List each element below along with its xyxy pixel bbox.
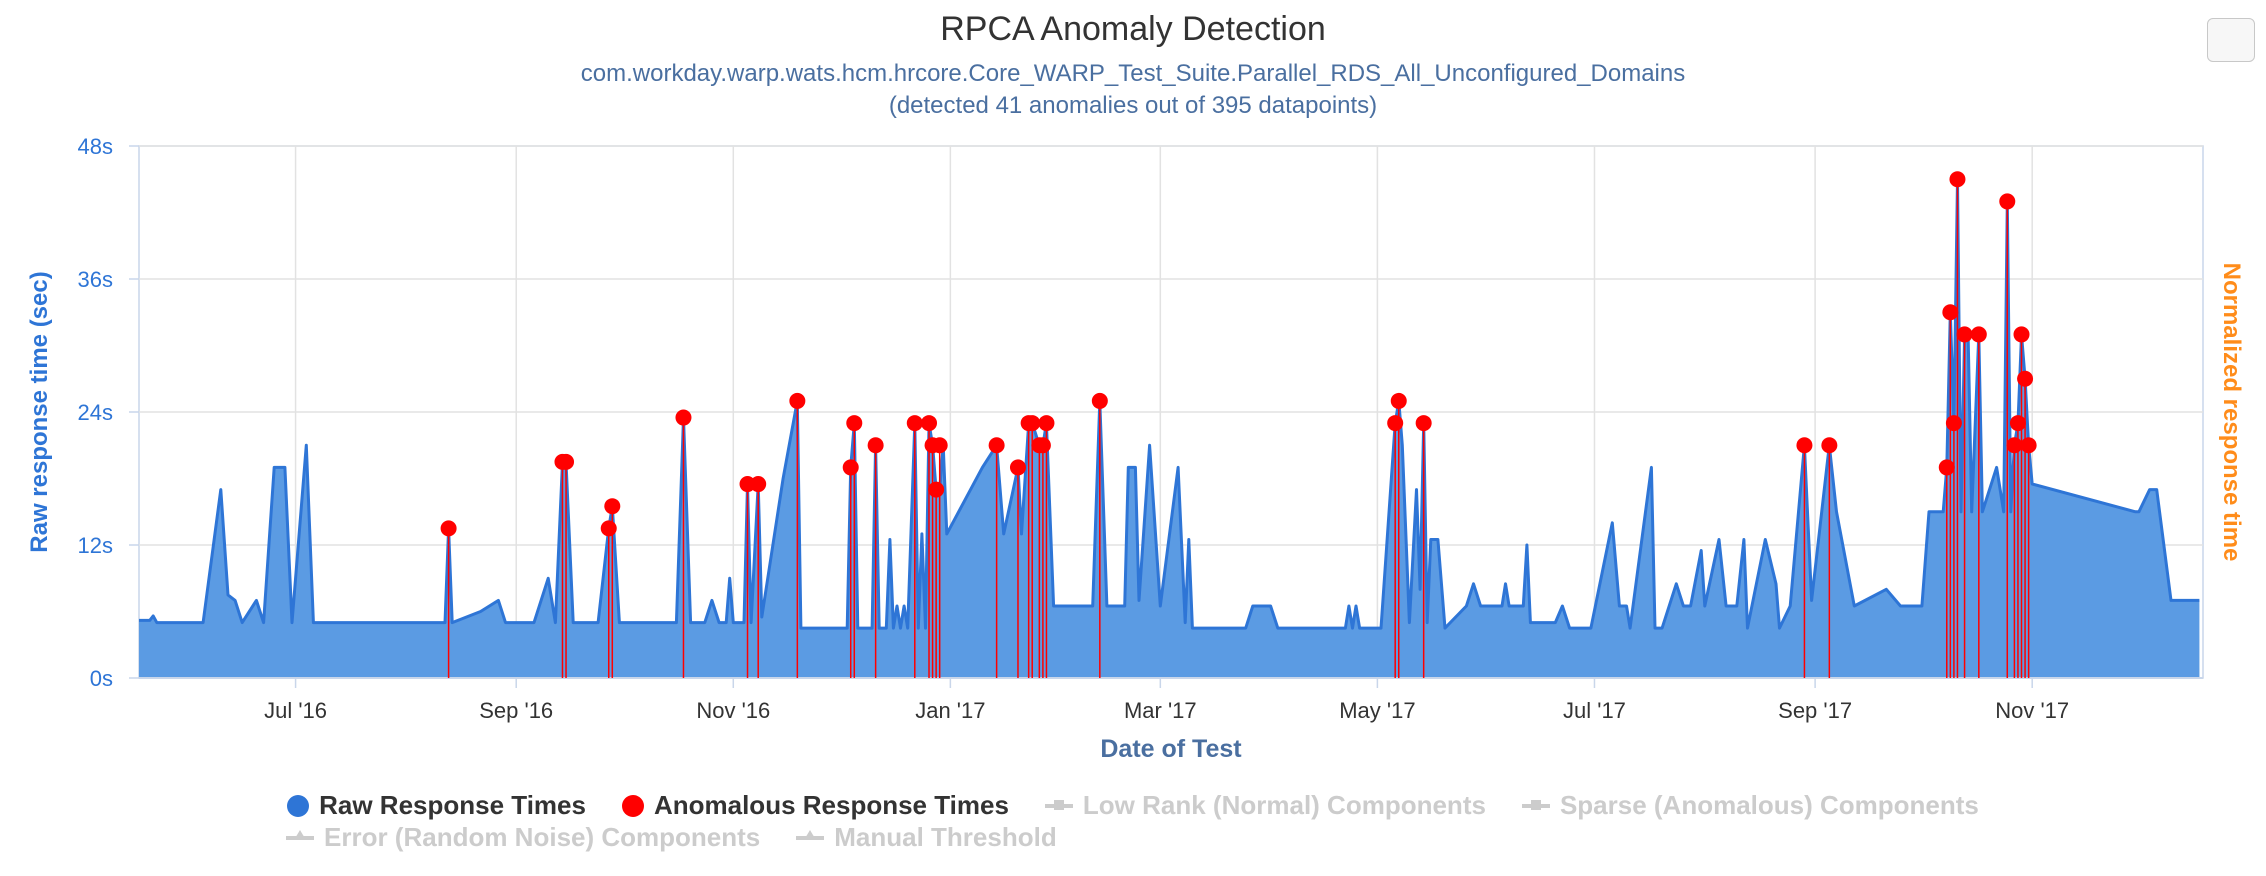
anomaly-point [558,453,575,470]
chart-title: RPCA Anomaly Detection [940,10,1326,48]
anomaly-point [1390,392,1407,409]
anomaly-point [750,476,767,493]
legend-label-error: Error (Random Noise) Components [324,822,761,852]
anomaly-point [2013,326,2030,343]
anomaly-point [842,459,859,476]
anomaly-point [1415,415,1432,432]
anomaly-point [921,415,938,432]
anomaly-point [1938,459,1955,476]
x-tick-label: Sep '16 [479,698,553,723]
anomaly-point [988,437,1005,454]
legend-label-raw: Raw Response Times [319,790,586,820]
y-tick-label: 36s [78,267,113,292]
anomaly-point [1999,193,2016,210]
anomaly-point [1796,437,1813,454]
anomaly-point [867,437,884,454]
line-triangle-down-icon [796,829,825,840]
anomaly-point [1091,392,1108,409]
anomaly-point [1009,459,1026,476]
anomaly-point [1945,415,1962,432]
y-tick-label: 0s [90,666,113,691]
chart-subtitle-summary: (detected 41 anomalies out of 395 datapo… [888,92,1378,119]
line-diamond-icon [1044,799,1073,810]
anomaly-point [2017,370,2034,387]
x-axis-title: Date of Test [1100,735,1242,763]
x-tick-label: Jul '16 [264,698,327,723]
y-axis-title: Raw response time (sec) [26,271,53,552]
legend-item-raw[interactable]: Raw Response Times [287,790,586,821]
anomaly-point [2009,415,2026,432]
anomaly-point [1970,326,1987,343]
x-tick-label: Jan '17 [915,698,985,723]
legend-label-manual: Manual Threshold [834,822,1057,852]
line-triangle-icon [286,829,314,840]
legend-label-low-rank: Low Rank (Normal) Components [1082,790,1486,820]
anomaly-point [846,415,863,432]
anomaly-point [1034,437,1051,454]
x-tick-label: May '17 [1339,698,1415,723]
anomaly-point [600,520,617,537]
legend-item-anomalous[interactable]: Anomalous Response Times [621,790,1009,821]
anomaly-point [1949,171,1966,188]
legend-item-error[interactable]: Error (Random Noise) Components [286,822,760,853]
legend-item-sparse[interactable]: Sparse (Anomalous) Components [1521,790,1979,821]
legend-item-low-rank[interactable]: Low Rank (Normal) Components [1044,790,1486,821]
x-tick-label: Mar '17 [1124,698,1197,723]
raw-area [139,179,2200,679]
anomaly-point [2006,437,2023,454]
legend-label-anomalous: Anomalous Response Times [653,790,1009,820]
anomaly-point [2020,437,2037,454]
legend-item-manual[interactable]: Manual Threshold [796,822,1057,853]
anomaly-point [604,498,621,515]
anomaly-point [1024,415,1041,432]
anomaly-point [928,481,945,498]
anomaly-point [789,392,806,409]
anomaly-point [931,437,948,454]
plot-svg: 0s 12s 24s 36s 48s Jul '16 Sep '16 Nov '16 Jan '… [26,134,2245,763]
chart-subtitle-series: com.workday.warp.wats.hcm.hrcore.Core_WA… [580,60,1686,87]
y-axis-title-right: Normalized response time [2218,263,2245,562]
y-tick-label: 48s [78,134,113,159]
x-tick-label: Jul '17 [1563,698,1626,723]
raw-dot-icon [287,794,310,817]
anomaly-point [1956,326,1973,343]
anomaly-point [1387,415,1404,432]
x-tick-label: Nov '16 [696,698,770,723]
anomaly-point [440,520,457,537]
x-tick-label: Sep '17 [1778,698,1852,723]
anomaly-point [675,409,692,426]
legend-label-sparse: Sparse (Anomalous) Components [1559,790,1979,820]
anomaly-point [1821,437,1838,454]
y-tick-label: 12s [78,533,113,558]
chart-menu-button[interactable] [2207,18,2255,62]
anomaly-point [1942,304,1959,321]
anomaly-dot-icon [621,794,644,817]
anomaly-point [1038,415,1055,432]
x-tick-label: Nov '17 [1995,698,2069,723]
line-square-icon [1521,799,1550,810]
y-tick-label: 24s [78,400,113,425]
anomaly-point [906,415,923,432]
